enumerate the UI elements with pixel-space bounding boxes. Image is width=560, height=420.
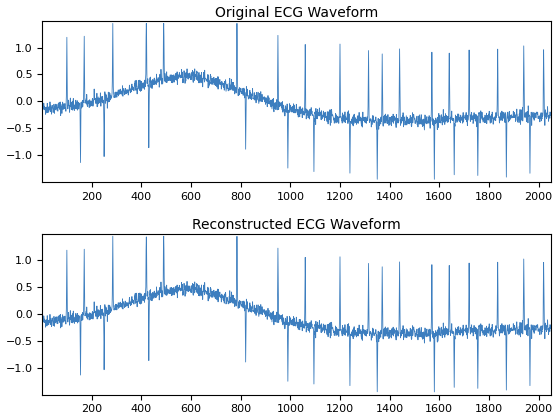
Title: Reconstructed ECG Waveform: Reconstructed ECG Waveform	[192, 218, 401, 232]
Title: Original ECG Waveform: Original ECG Waveform	[215, 5, 378, 20]
